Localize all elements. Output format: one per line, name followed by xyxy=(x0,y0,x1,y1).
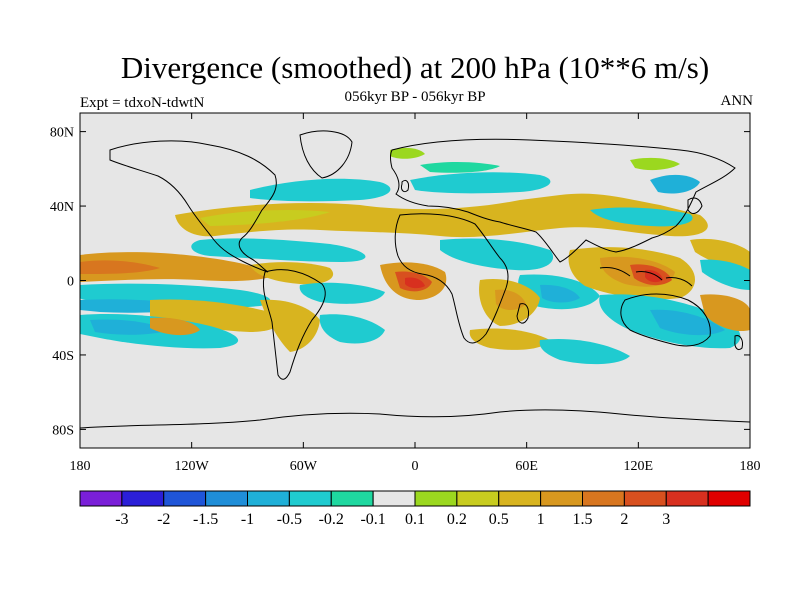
divergence-region-negative xyxy=(590,207,693,227)
divergence-region-negative xyxy=(420,162,500,173)
divergence-region-positive xyxy=(390,147,425,159)
divergence-region-positive xyxy=(495,289,526,310)
colorbar-swatch xyxy=(707,490,751,507)
divergence-region-negative xyxy=(90,319,170,335)
colorbar-label: -3 xyxy=(115,511,128,528)
divergence-region-negative xyxy=(440,238,554,271)
colorbar-swatch xyxy=(498,490,542,507)
season-label: ANN xyxy=(720,93,754,109)
colorbar-label: -1 xyxy=(241,511,254,528)
coastline-australia xyxy=(620,293,711,347)
colorbar-swatch xyxy=(247,490,290,507)
colorbar-swatch xyxy=(540,490,583,507)
colorbar-swatch xyxy=(205,490,248,507)
experiment-label: Expt = tdxoN-tdwtN xyxy=(80,95,205,111)
coastline-uk xyxy=(401,179,409,193)
divergence-region-negative xyxy=(650,174,700,194)
divergence-region-positive xyxy=(700,294,750,332)
coastline-north-america xyxy=(109,140,277,273)
colorbar-label: 3 xyxy=(662,511,670,528)
colorbar-swatch xyxy=(288,490,332,507)
divergence-region-positive xyxy=(630,157,680,171)
divergence-region-negative xyxy=(250,178,391,202)
latitude-tick-label: 0 xyxy=(67,275,74,290)
divergence-region-positive xyxy=(80,252,280,282)
longitude-axis: 180 120W 60W 0 60E 120E 180 xyxy=(70,113,761,474)
colorbar-label: 0.1 xyxy=(405,511,425,528)
divergence-region-positive xyxy=(250,262,334,285)
coastline-indonesia xyxy=(599,267,693,287)
colorbar-label: 1 xyxy=(537,511,545,528)
colorbar-label: -2 xyxy=(157,511,170,528)
divergence-region-positive xyxy=(200,210,330,226)
colorbar-swatch xyxy=(372,490,416,507)
coastline-japan xyxy=(687,197,703,214)
colorbar-swatch xyxy=(623,490,667,507)
colorbar-label: 1.5 xyxy=(573,511,593,528)
colorbar-label: -1.5 xyxy=(193,511,218,528)
plot-title: Divergence (smoothed) at 200 hPa (10**6 … xyxy=(120,50,710,85)
divergence-region-negative xyxy=(700,259,750,290)
divergence-region-negative xyxy=(191,238,366,262)
longitude-tick-label: 120E xyxy=(624,459,654,474)
divergence-region-negative xyxy=(650,309,725,336)
coastline-greenland xyxy=(299,130,353,179)
coastline-antarctica xyxy=(80,409,750,429)
colorbar-swatch xyxy=(665,490,709,507)
colorbar-swatch xyxy=(330,490,374,507)
coastline-madagascar xyxy=(516,303,529,324)
coastline-eurasia xyxy=(390,138,736,263)
colorbar-swatch xyxy=(79,490,123,507)
colorbar-label: -0.2 xyxy=(319,511,344,528)
colorbar-label: 2 xyxy=(620,511,628,528)
latitude-axis: 80N 40N 0 40S 80S xyxy=(50,126,750,438)
colorbar-swatch xyxy=(414,490,458,507)
colorbar: -3 -2 -1.5 -1 -0.5 -0.2 -0.1 0.1 0.2 0.5 1 1.5 2 3 xyxy=(79,490,751,528)
divergence-region-positive xyxy=(150,317,200,336)
divergence-region-positive xyxy=(175,193,708,238)
divergence-field xyxy=(80,147,750,365)
divergence-region-positive xyxy=(405,277,425,289)
colorbar-label: 0.2 xyxy=(447,511,467,528)
latitude-tick-label: 40S xyxy=(52,349,74,364)
colorbar-swatch xyxy=(163,490,207,507)
latitude-tick-label: 80S xyxy=(52,423,74,438)
divergence-region-positive xyxy=(80,260,160,274)
divergence-region-negative xyxy=(410,172,551,194)
divergence-region-negative xyxy=(540,284,580,303)
coastline-africa xyxy=(394,213,509,344)
longitude-tick-label: 0 xyxy=(412,459,419,474)
colorbar-label: -0.1 xyxy=(360,511,385,528)
divergence-region-negative xyxy=(319,314,385,344)
latitude-tick-label: 80N xyxy=(50,126,74,141)
coastline-south-america xyxy=(262,269,326,380)
divergence-region-negative xyxy=(299,282,385,304)
colorbar-label: 0.5 xyxy=(489,511,509,528)
colorbar-swatch xyxy=(121,490,165,507)
longitude-tick-label: 60W xyxy=(290,459,318,474)
coastline-new-zealand xyxy=(734,335,743,351)
latitude-tick-label: 40N xyxy=(50,200,74,215)
colorbar-swatch xyxy=(582,490,625,507)
divergence-region-positive xyxy=(690,238,750,271)
longitude-tick-label: 180 xyxy=(70,459,91,474)
plot-subtitle: 056kyr BP - 056kyr BP xyxy=(344,89,486,105)
longitude-tick-label: 120W xyxy=(175,459,210,474)
longitude-tick-label: 60E xyxy=(515,459,538,474)
colorbar-swatch xyxy=(456,490,500,507)
divergence-region-negative xyxy=(539,338,630,365)
longitude-tick-label: 180 xyxy=(740,459,761,474)
coastlines xyxy=(80,130,750,429)
colorbar-label: -0.5 xyxy=(277,511,302,528)
divergence-region-positive xyxy=(260,299,320,352)
divergence-region-positive xyxy=(469,328,550,350)
